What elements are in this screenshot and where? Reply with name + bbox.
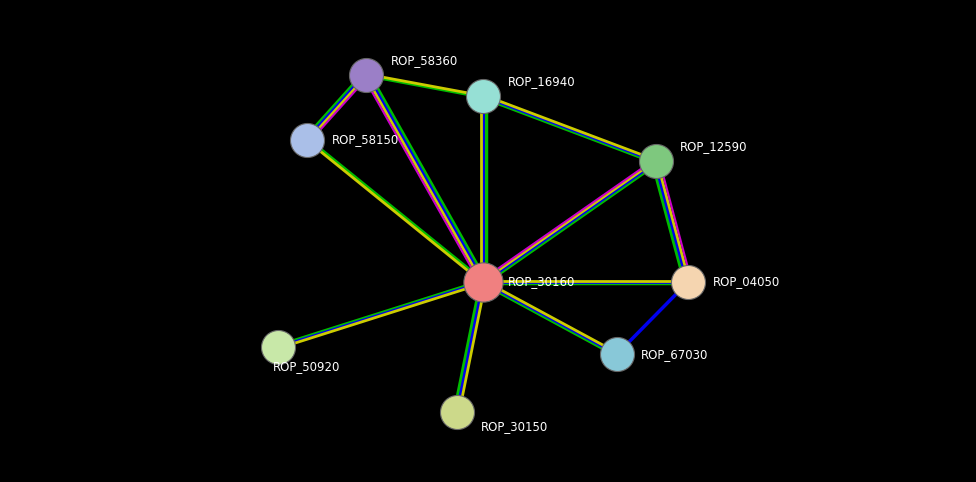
Point bbox=[300, 136, 315, 144]
Point bbox=[475, 93, 491, 100]
Text: ROP_16940: ROP_16940 bbox=[508, 76, 575, 88]
Point bbox=[449, 408, 465, 416]
Point bbox=[270, 343, 286, 351]
Text: ROP_12590: ROP_12590 bbox=[680, 141, 748, 153]
Text: ROP_04050: ROP_04050 bbox=[712, 276, 780, 288]
Point bbox=[475, 278, 491, 286]
Text: ROP_58150: ROP_58150 bbox=[332, 134, 399, 146]
Text: ROP_50920: ROP_50920 bbox=[273, 360, 341, 373]
Text: ROP_58360: ROP_58360 bbox=[390, 54, 458, 67]
Point bbox=[648, 158, 664, 165]
Text: ROP_67030: ROP_67030 bbox=[641, 348, 709, 361]
Text: ROP_30160: ROP_30160 bbox=[508, 276, 575, 288]
Point bbox=[680, 278, 696, 286]
Point bbox=[609, 350, 625, 358]
Text: ROP_30150: ROP_30150 bbox=[481, 420, 549, 433]
Point bbox=[358, 71, 374, 79]
